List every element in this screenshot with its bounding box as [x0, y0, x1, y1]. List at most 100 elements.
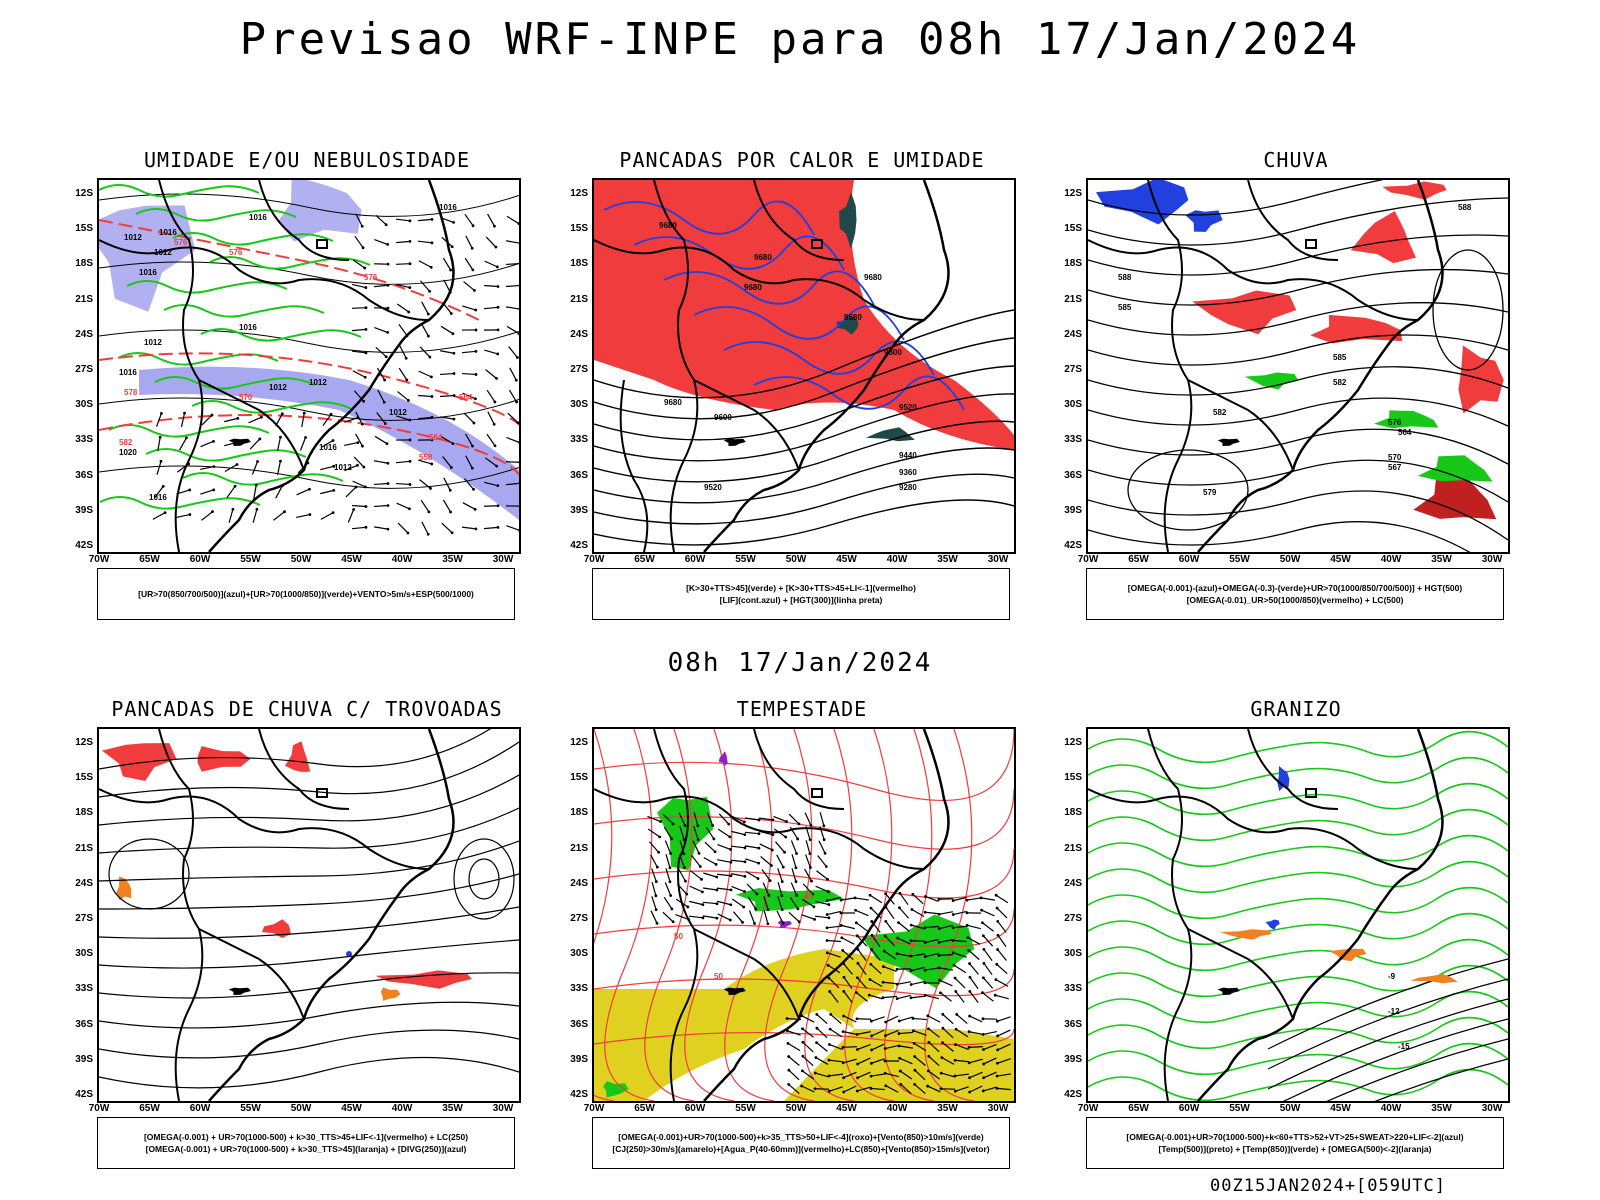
lon-axis: 70W 65W 60W 55W 50W 45W 40W 35W 30W — [1078, 554, 1506, 566]
wind-vector — [801, 1015, 815, 1023]
lagoon — [1217, 438, 1240, 446]
wind-vector — [942, 1013, 954, 1025]
wind-vector — [882, 981, 898, 985]
lon-tick-label: 50W — [785, 554, 807, 565]
agua-p-contour — [644, 729, 695, 1101]
wind-vector — [353, 456, 365, 468]
legend-box: [OMEGA(-0.001) + UR>70(1000-500) + k>30_… — [97, 1117, 515, 1169]
wind-vector-head — [953, 1074, 957, 1078]
wind-vector-head — [884, 1020, 888, 1024]
map-label: 9680 — [659, 221, 677, 230]
wind-vector — [953, 896, 967, 902]
lat-tick-label: 30S — [1064, 399, 1082, 411]
wind-vector — [690, 870, 702, 880]
lat-tick-label: 36S — [570, 1018, 588, 1030]
wind-vector — [464, 213, 474, 227]
wind-vector — [352, 480, 366, 488]
wind-vector — [688, 915, 704, 919]
lat-tick-label: 36S — [75, 1018, 93, 1030]
wind-vector — [804, 812, 812, 826]
wind-vector — [373, 482, 389, 486]
agua-p-contour — [594, 968, 1014, 997]
wind-vector-head — [430, 218, 434, 221]
lat-tick-label: 15S — [75, 223, 93, 235]
hgt500-contour — [1088, 197, 1508, 246]
wind-vector — [486, 433, 496, 447]
wind-vector — [955, 1086, 969, 1092]
lif-contour — [693, 305, 905, 341]
hgt-contour — [594, 393, 1014, 462]
footer-run-label: 00Z15JAN2024+[059UTC] — [1210, 1176, 1446, 1196]
wind-vector-head — [841, 1045, 845, 1049]
temp850-contour — [1088, 1042, 1508, 1076]
wind-vector-head — [797, 822, 801, 826]
wind-vector-head — [729, 903, 733, 907]
panel-title: PANCADAS DE CHUVA C/ TROVOADAS — [111, 697, 503, 721]
wind-vector-head — [781, 865, 785, 869]
wind-vector — [679, 826, 685, 840]
wind-vector — [678, 812, 686, 826]
wind-vector-head — [951, 951, 955, 955]
wind-vector — [418, 459, 432, 465]
wind-vector-head — [757, 832, 761, 836]
wind-vector — [440, 350, 454, 354]
streamline — [99, 1029, 519, 1059]
wind-vector-head — [361, 444, 364, 448]
wind-vector-head — [923, 955, 927, 959]
wind-vector — [704, 841, 716, 853]
wind-vector-head — [868, 978, 872, 981]
lat-tick-label: 30S — [75, 399, 93, 411]
wind-vector — [829, 991, 839, 1003]
wind-vector-head — [968, 975, 972, 979]
wind-vector — [802, 1041, 814, 1053]
wind-vector — [996, 963, 1008, 975]
wind-vector-head — [495, 376, 498, 380]
wind-vector — [804, 868, 812, 882]
wind-vector — [829, 1028, 843, 1038]
wind-vector-head — [712, 837, 716, 841]
wind-vector — [870, 1087, 886, 1091]
wind-vector — [442, 456, 452, 468]
wind-vector-head — [496, 352, 500, 356]
wind-vector-head — [452, 221, 455, 224]
lat-tick-label: 12S — [1064, 188, 1082, 199]
map-label: 1012 — [389, 408, 407, 417]
wind-vector-head — [981, 976, 985, 980]
wind-vector — [914, 1069, 926, 1081]
wind-vector-head — [408, 286, 412, 289]
federal-district — [811, 788, 823, 798]
temp500-contour — [1282, 1018, 1508, 1101]
map-label: 9680 — [664, 398, 682, 407]
wind-vector-head — [825, 913, 829, 916]
wind-vector-head — [493, 444, 497, 448]
wind-vector — [396, 502, 410, 510]
wind-vector — [651, 882, 657, 896]
lat-tick-label: 12S — [570, 737, 588, 748]
wind-vector-head — [869, 906, 873, 910]
wind-vector — [761, 868, 771, 882]
wind-vector-head — [968, 1014, 972, 1018]
thunder-orange — [380, 987, 401, 1001]
map-label: 9680 — [754, 253, 772, 262]
wind-vector — [816, 1013, 828, 1025]
streamline — [99, 729, 492, 770]
wind-vector-head — [842, 1076, 845, 1080]
wind-vector — [320, 439, 334, 449]
wind-vector-head — [682, 866, 686, 869]
legend-box: [OMEGA(-0.001)+UR>70(1000-500)+k>35_TTS>… — [592, 1117, 1010, 1169]
wind-vector — [777, 896, 783, 910]
wind-vector — [731, 815, 745, 823]
wind-vector — [938, 954, 954, 956]
humidity-area-upper — [99, 205, 196, 312]
wind-vector — [461, 526, 477, 530]
wind-vector — [226, 485, 236, 499]
wind-vector — [997, 1029, 1011, 1037]
wind-vector-head — [472, 487, 475, 491]
temp500-contour — [1267, 998, 1508, 1090]
hgt500-contour — [1088, 397, 1508, 427]
wind-vector-head — [981, 1017, 985, 1021]
wind-vector — [841, 924, 855, 930]
wind-vector — [320, 512, 334, 520]
hgt500-contour — [1088, 521, 1471, 552]
lon-tick-label: 70W — [1077, 554, 1099, 565]
